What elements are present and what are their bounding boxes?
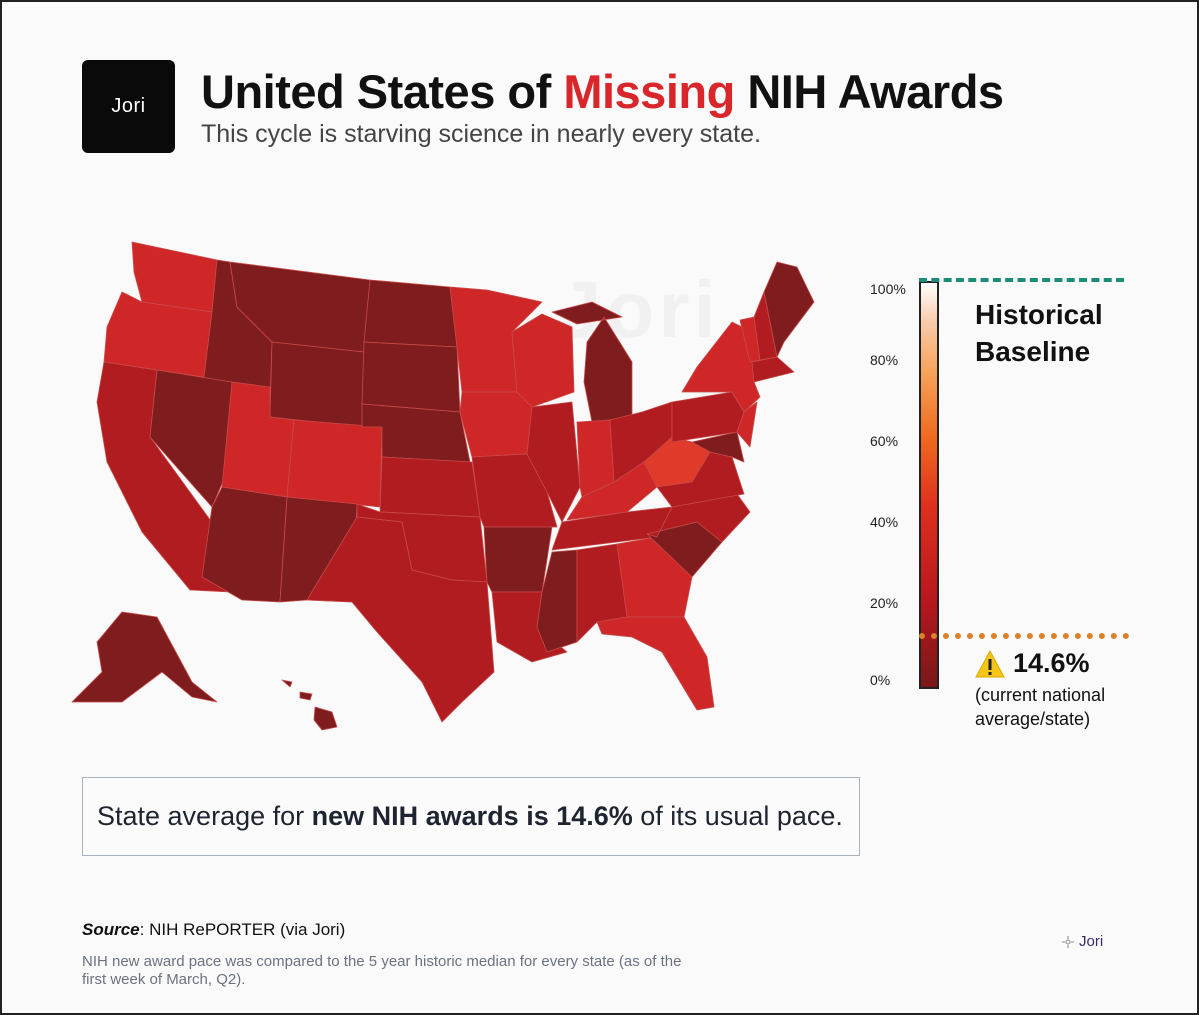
legend-tick: 100% (870, 281, 906, 297)
state-ia[interactable] (459, 391, 533, 458)
sparkle-icon (1062, 935, 1074, 948)
current-average-value: 14.6% (975, 648, 1090, 679)
state-md[interactable] (691, 431, 745, 463)
legend-tick: 0% (870, 672, 891, 688)
source-label: Source (82, 920, 140, 939)
page-subtitle: This cycle is starving science in nearly… (201, 120, 761, 148)
summary-bold: new NIH awards is 14.6% (311, 801, 633, 831)
us-state-map (71, 241, 815, 731)
warning-icon (975, 649, 1005, 677)
state-wa[interactable] (131, 241, 218, 313)
summary-text: State average for new NIH awards is 14.6… (97, 801, 843, 832)
state-wi[interactable] (511, 313, 575, 408)
state-tx[interactable] (306, 516, 495, 723)
state-hi[interactable] (281, 679, 338, 731)
state-nd[interactable] (363, 279, 458, 348)
summary-pre: State average for (97, 801, 312, 831)
color-legend: 100% 80% 60% 40% 20% 0% Historical Basel… (862, 272, 1162, 742)
logo-text: Jori (111, 95, 146, 117)
title-post: NIH Awards (734, 65, 1004, 118)
baseline-label: Historical Baseline (975, 299, 1103, 367)
legend-tick: 80% (870, 352, 899, 368)
source-line: Source: NIH RePORTER (via Jori) (82, 920, 345, 940)
state-fl[interactable] (596, 616, 715, 711)
summary-callout: State average for new NIH awards is 14.6… (82, 777, 860, 856)
title-accent: Missing (563, 65, 735, 118)
current-average-marker-line (919, 633, 1129, 639)
state-ak[interactable] (71, 611, 218, 703)
title-pre: United States of (201, 65, 564, 118)
state-ks[interactable] (379, 456, 481, 518)
legend-tick: 60% (870, 433, 899, 449)
state-nv[interactable] (149, 369, 233, 508)
state-co[interactable] (286, 419, 383, 508)
summary-post: of its usual pace. (632, 801, 843, 831)
current-average-text: 14.6% (1013, 648, 1090, 678)
legend-color-bar (919, 281, 939, 689)
jori-logo: Jori (82, 60, 175, 153)
footer-logo: Jori (1062, 933, 1103, 950)
current-average-note: (current national average/state) (975, 685, 1106, 729)
state-wy[interactable] (269, 341, 365, 428)
state-ar[interactable] (483, 526, 553, 593)
legend-tick: 40% (870, 514, 899, 530)
legend-tick: 20% (870, 595, 899, 611)
state-sd[interactable] (361, 341, 461, 413)
footer-logo-text: Jori (1079, 933, 1104, 950)
baseline-marker-line (919, 278, 1124, 282)
state-az[interactable] (201, 486, 288, 603)
state-ma[interactable] (751, 356, 795, 383)
page-title: United States of Missing NIH Awards (201, 64, 1004, 120)
methodology-note: NIH new award pace was compared to the 5… (82, 953, 682, 988)
source-text: : NIH RePORTER (via Jori) (139, 920, 346, 939)
state-nj[interactable] (736, 401, 758, 448)
